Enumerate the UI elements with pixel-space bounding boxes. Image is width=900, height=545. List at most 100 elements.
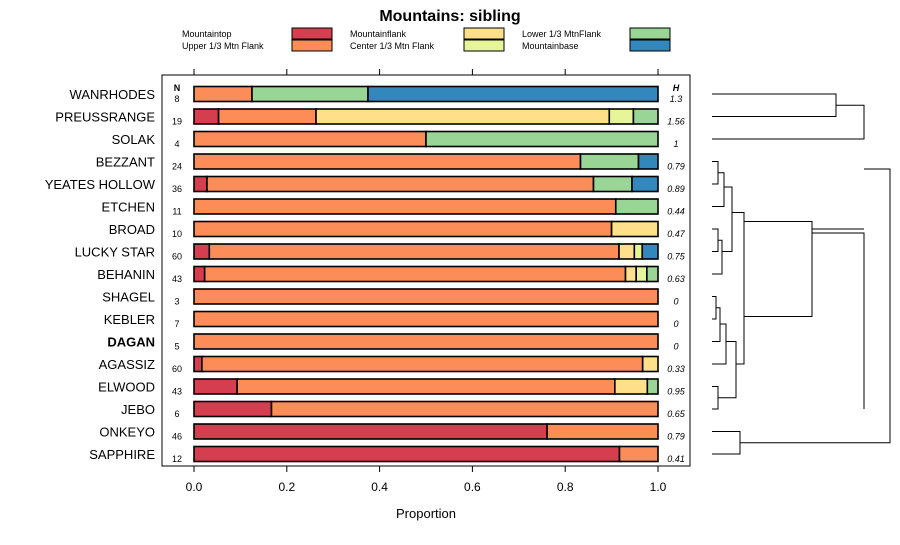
bar-segment-mtop: [193, 265, 206, 283]
bars: [193, 85, 659, 463]
dendrogram-link: [712, 296, 717, 320]
legend-swatch-upper: [291, 39, 333, 52]
bar-segment-upper: [193, 333, 659, 350]
n-value: 43: [172, 387, 182, 397]
bar-segment-upper: [193, 220, 613, 238]
legend-swatch-base: [629, 39, 671, 52]
bar-segment-lower: [251, 85, 369, 103]
bar-segment-flank: [624, 265, 637, 283]
x-tick-label: 0.4: [371, 480, 388, 494]
h-value: 0.65: [667, 409, 686, 419]
bar-segment-upper: [193, 153, 582, 170]
bar-segment-base: [631, 175, 659, 193]
h-value: 0.63: [667, 274, 685, 284]
dendrogram-link: [712, 228, 719, 252]
n-value: 7: [174, 319, 179, 329]
bar-segment-flank: [641, 355, 659, 373]
bar-segment-center: [633, 243, 644, 260]
row-labels: WANRHODES 8 1.3 PREUSSRANGE 19 1.56 SOLAK 4 1 BEZ…: [45, 87, 686, 464]
h-value: 0.41: [667, 454, 685, 464]
n-value: 12: [172, 454, 182, 464]
bar-segment-lower: [579, 153, 640, 170]
dendrogram-link: [712, 431, 741, 455]
bar-segment-upper: [193, 130, 427, 148]
row-label: AGASSIZ: [99, 357, 155, 372]
bar-segment-upper: [217, 108, 317, 125]
h-value: 0.95: [667, 387, 686, 397]
n-value: 60: [172, 364, 182, 374]
h-header: H: [673, 83, 680, 93]
dendrogram-link: [712, 93, 837, 117]
bar-segment-mtop: [193, 400, 273, 418]
bar-segment-base: [367, 85, 659, 103]
dendrogram-link: [712, 104, 865, 140]
dendrogram-link: [718, 341, 737, 399]
bar-segment-lower: [425, 130, 659, 148]
n-header: N: [174, 83, 181, 93]
row-label: BEZZANT: [96, 155, 155, 170]
h-value: 0.79: [667, 162, 685, 172]
x-axis: 0.0 0.2 0.4 0.6 0.8 1.0: [186, 69, 667, 494]
h-value: 0.75: [667, 252, 686, 262]
x-tick-label: 0.2: [278, 480, 295, 494]
h-value: 1: [673, 139, 678, 149]
bar-segment-lower: [614, 198, 659, 215]
h-value: 0: [673, 342, 678, 352]
legend-label-mtop: Mountaintop: [182, 29, 232, 39]
row-label: LUCKY STAR: [75, 245, 155, 260]
bar-segment-upper: [206, 175, 595, 193]
bar-segment-upper: [193, 85, 253, 103]
h-value: 0: [673, 319, 678, 329]
dendrogram-link: [722, 186, 733, 252]
dendrogram: [712, 93, 891, 455]
bar-segment-upper: [208, 243, 620, 260]
bar-segment-lower: [646, 378, 659, 395]
n-value: 60: [172, 252, 182, 262]
row-label: ETCHEN: [102, 200, 155, 215]
dendrogram-link: [732, 212, 745, 365]
h-value: 0: [673, 297, 678, 307]
row-label: BROAD: [109, 222, 155, 237]
x-axis-label: Proportion: [396, 506, 456, 521]
n-value: 43: [172, 274, 182, 284]
h-value: 1.56: [667, 117, 685, 127]
legend-label-upper: Upper 1/3 Mtn Flank: [182, 41, 264, 51]
row-label: SAPPHIRE: [89, 447, 155, 462]
n-value: 46: [172, 432, 182, 442]
bar-segment-center: [635, 265, 648, 283]
row-label: SOLAK: [112, 132, 156, 147]
legend-swatch-lower: [629, 27, 671, 40]
n-value: 6: [174, 409, 179, 419]
dendrogram-link: [712, 307, 721, 342]
bar-segment-upper: [236, 378, 616, 395]
x-tick-label: 0.6: [464, 480, 481, 494]
h-value: 1.3: [670, 94, 683, 104]
bar-segment-mtop: [193, 175, 208, 193]
row-label: ELWOOD: [98, 380, 155, 395]
bar-segment-flank: [610, 220, 659, 238]
bar-segment-lower: [632, 108, 659, 125]
n-value: 11: [172, 207, 181, 217]
bar-segment-upper: [618, 445, 659, 463]
x-tick-label: 0.0: [186, 480, 203, 494]
n-value: 19: [172, 117, 182, 127]
bar-segment-center: [608, 108, 635, 125]
row-label: PREUSSRANGE: [55, 110, 155, 125]
bar-segment-mtop: [193, 243, 211, 260]
bar-segment-upper: [201, 355, 644, 373]
row-label: DAGAN: [107, 335, 155, 350]
n-value: 24: [172, 162, 182, 172]
dendrogram-link: [812, 232, 865, 409]
legend: Mountaintop Upper 1/3 Mtn Flank Mountainfl…: [182, 27, 671, 52]
row-label: BEHANIN: [97, 267, 155, 282]
h-value: 0.33: [667, 364, 685, 374]
bar-segment-upper: [193, 310, 659, 328]
n-value: 4: [174, 139, 179, 149]
row-label: WANRHODES: [70, 87, 156, 102]
x-tick-label: 0.8: [557, 480, 574, 494]
legend-swatch-mtop: [291, 27, 333, 40]
row-label: ONKEYO: [99, 425, 155, 440]
legend-swatch-center: [463, 39, 505, 52]
legend-label-center: Center 1/3 Mtn Flank: [350, 41, 435, 51]
